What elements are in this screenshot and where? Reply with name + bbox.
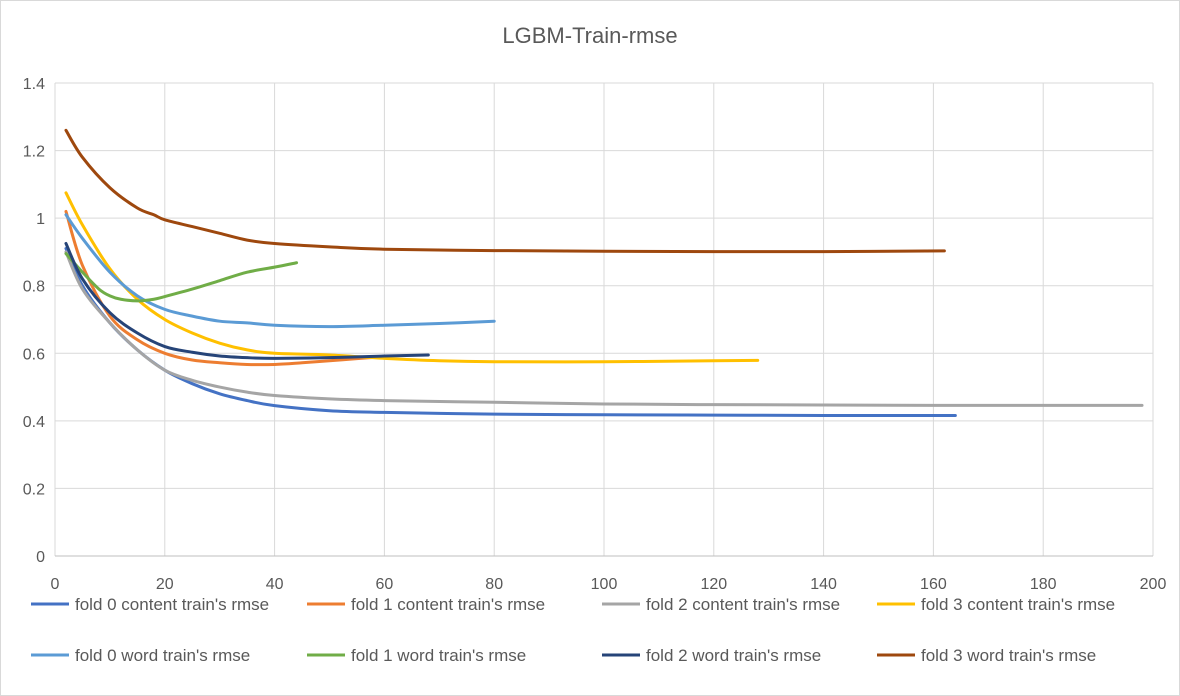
y-tick-label: 0 [36,549,45,566]
x-tick-label: 0 [51,576,60,593]
series-line-7 [64,128,946,254]
legend: fold 0 content train's rmse fold 1 conten… [31,595,1115,665]
series-line-1 [64,209,386,367]
chart-title: LGBM-Train-rmse [502,23,677,48]
x-tick-label: 100 [591,576,618,593]
legend-label: fold 2 word train's rmse [646,646,821,665]
legend-label: fold 0 word train's rmse [75,646,250,665]
x-tick-label: 180 [1030,576,1057,593]
series-lines [64,128,1144,417]
legend-label: fold 0 content train's rmse [75,595,269,614]
y-tick-label: 0.8 [23,279,45,296]
x-tick-label: 140 [810,576,837,593]
y-tick-label: 0.6 [23,346,45,363]
x-tick-label: 60 [376,576,394,593]
legend-label: fold 2 content train's rmse [646,595,840,614]
axes: 0 0.2 0.4 0.6 0.8 1 1.2 1.4 0 20 40 60 80 100 120 140 16… [23,76,1167,593]
legend-label: fold 1 word train's rmse [351,646,526,665]
y-tick-label: 0.2 [23,481,45,498]
gridlines [54,82,1154,557]
x-tick-label: 200 [1140,576,1167,593]
x-tick-label: 20 [156,576,174,593]
x-tick-label: 80 [485,576,503,593]
y-tick-label: 1.2 [23,144,45,161]
y-tick-label: 1.4 [23,76,45,93]
series-line-0 [64,247,957,417]
series-line-6 [64,241,430,360]
legend-label: fold 3 content train's rmse [921,595,1115,614]
y-tick-label: 0.4 [23,414,45,431]
series-line-5 [64,252,299,303]
x-tick-label: 120 [700,576,727,593]
y-tick-label: 1 [36,211,45,228]
x-tick-label: 40 [266,576,284,593]
series-line-4 [64,213,496,329]
series-line-2 [64,250,1144,407]
legend-label: fold 3 word train's rmse [921,646,1096,665]
legend-label: fold 1 content train's rmse [351,595,545,614]
x-tick-label: 160 [920,576,947,593]
